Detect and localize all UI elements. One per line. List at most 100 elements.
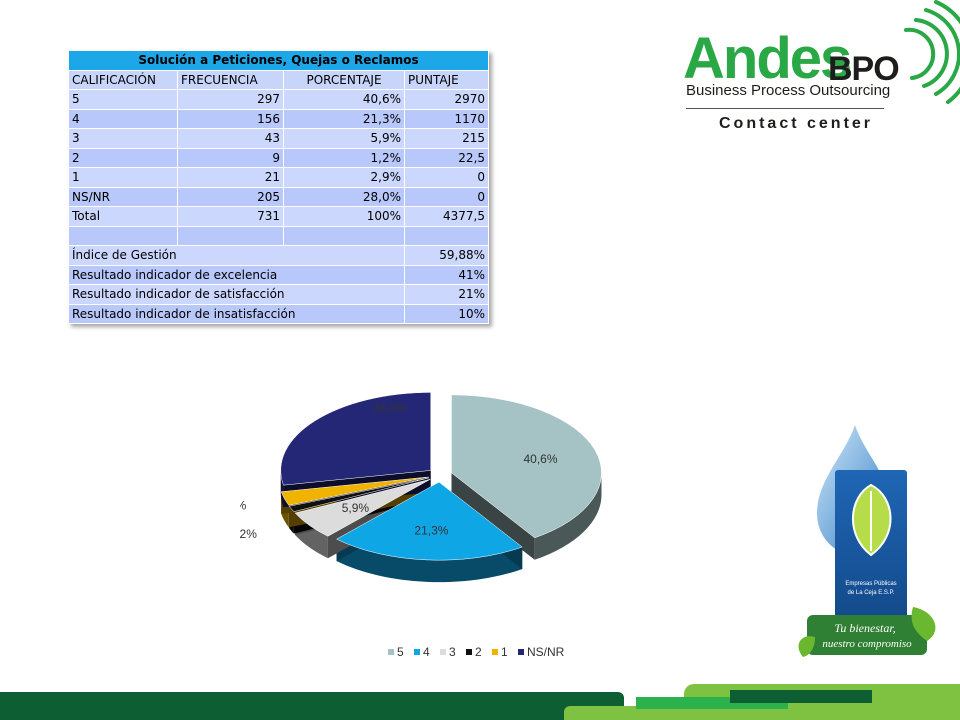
table-cell: 21 bbox=[177, 167, 284, 188]
legend-label: 4 bbox=[423, 645, 430, 659]
table-cell: 40,6% bbox=[283, 89, 405, 110]
pie-data-label: 2,9% bbox=[240, 498, 247, 512]
indicator-value: 59,88% bbox=[403, 245, 490, 266]
table-cell: 1170 bbox=[403, 108, 490, 129]
table-cell-empty bbox=[403, 225, 490, 246]
table-row: 2 9 1,2% 22,5 bbox=[68, 147, 490, 168]
table-cell: 9 bbox=[177, 147, 284, 168]
pie-data-label: 40,6% bbox=[523, 452, 557, 466]
legend-swatch bbox=[388, 649, 394, 655]
legend-label: 5 bbox=[397, 645, 404, 659]
table-cell: 22,5 bbox=[403, 147, 490, 168]
table-row: 1 21 2,9% 0 bbox=[68, 167, 490, 188]
table-cell: 1,2% bbox=[283, 147, 405, 168]
table-cell: 0 bbox=[403, 186, 490, 207]
pie-slice-1 bbox=[280, 476, 429, 506]
table-header-row: CALIFICACIÓN FRECUENCIA PORCENTAJE PUNTA… bbox=[68, 69, 490, 90]
table-row: 4 156 21,3% 1170 bbox=[68, 108, 490, 129]
pie-slice-wall-5 bbox=[451, 472, 535, 560]
footer-bar-light-2 bbox=[564, 706, 684, 720]
indicator-row: Resultado indicador de excelencia 41% bbox=[68, 264, 490, 285]
header-puntaje: PUNTAJE bbox=[403, 69, 490, 90]
indicator-row: Índice de Gestión 59,88% bbox=[68, 245, 490, 266]
table-cell: 3 bbox=[68, 128, 178, 149]
table-row: 5 297 40,6% 2970 bbox=[68, 89, 490, 110]
indicator-value: 21% bbox=[403, 284, 490, 305]
pie-slice-3 bbox=[294, 479, 431, 537]
table-cell: 2,9% bbox=[283, 167, 405, 188]
bpo-logo-text: BPO bbox=[828, 50, 900, 88]
table-row-blank bbox=[68, 225, 490, 246]
header-porcentaje: PORCENTAJE bbox=[283, 69, 405, 90]
signal-waves-icon bbox=[904, 0, 960, 104]
indicator-row: Resultado indicador de insatisfacción 10% bbox=[68, 303, 490, 324]
indicator-value: 10% bbox=[403, 303, 490, 324]
table-cell: 2970 bbox=[403, 89, 490, 110]
pie-slice-NS/NR bbox=[280, 392, 431, 486]
table-cell: Total bbox=[68, 206, 178, 227]
footer-bar-dark bbox=[0, 692, 624, 720]
indicator-label: Resultado indicador de insatisfacción bbox=[68, 303, 405, 324]
table-row: 3 43 5,9% 215 bbox=[68, 128, 490, 149]
pie-data-label: 28,0% bbox=[372, 401, 406, 415]
logo-tagline: Business Process Outsourcing bbox=[686, 82, 891, 99]
pie-data-label: 5,9% bbox=[342, 501, 370, 515]
svg-text:de La Ceja E.S.P.: de La Ceja E.S.P. bbox=[848, 590, 895, 596]
indicator-label: Resultado indicador de excelencia bbox=[68, 264, 405, 285]
pie-slice-side-4 bbox=[336, 539, 523, 583]
table-cell: 4 bbox=[68, 108, 178, 129]
legend-swatch bbox=[492, 649, 498, 655]
legend-swatch bbox=[518, 649, 524, 655]
pie-slice-5 bbox=[451, 394, 602, 539]
table-row: Total 731 100% 4377,5 bbox=[68, 206, 490, 227]
logo-divider bbox=[686, 108, 884, 109]
svg-text:Empresas Públicas: Empresas Públicas bbox=[845, 581, 896, 587]
pie-slice-4 bbox=[336, 481, 523, 561]
pie-data-label: 21,3% bbox=[414, 523, 448, 537]
table-cell: 43 bbox=[177, 128, 284, 149]
table-cell: 731 bbox=[177, 206, 284, 227]
table-cell: 5,9% bbox=[283, 128, 405, 149]
indicator-label: Índice de Gestión bbox=[68, 245, 405, 266]
indicator-label: Resultado indicador de satisfacción bbox=[68, 284, 405, 305]
table-cell: 5 bbox=[68, 89, 178, 110]
header-calificacion: CALIFICACIÓN bbox=[68, 69, 178, 90]
table-cell: 0 bbox=[403, 167, 490, 188]
table-cell: 205 bbox=[177, 186, 284, 207]
legend-label: 2 bbox=[475, 645, 482, 659]
table-cell: 1 bbox=[68, 167, 178, 188]
pie-chart: 40,6% 21,3% 5,9% 1,2% 2,9% 28,0% 5 4 3 2 1 NS/NR bbox=[240, 392, 602, 659]
table-cell: 297 bbox=[177, 89, 284, 110]
header-frecuencia: FRECUENCIA bbox=[177, 69, 284, 90]
svg-text:Tu bienestar,: Tu bienestar, bbox=[834, 621, 895, 635]
table-row: NS/NR 205 28,0% 0 bbox=[68, 186, 490, 207]
legend-swatch bbox=[466, 649, 472, 655]
table-cell: 2 bbox=[68, 147, 178, 168]
pie-slice-side-NS/NR bbox=[280, 470, 284, 508]
svg-text:nuestro compromiso: nuestro compromiso bbox=[822, 638, 912, 650]
table-cell: 28,0% bbox=[283, 186, 405, 207]
table-cell-empty bbox=[177, 225, 284, 246]
pie-data-label: 1,2% bbox=[240, 527, 257, 541]
indicator-row: Resultado indicador de satisfacción 21% bbox=[68, 284, 490, 305]
table-cell-empty bbox=[68, 225, 178, 246]
legend-label: NS/NR bbox=[527, 645, 565, 659]
logo-subline: Contact center bbox=[719, 115, 874, 132]
pie-slice-2 bbox=[288, 477, 430, 512]
pie-slice-side-5 bbox=[534, 472, 602, 560]
table-cell: 21,3% bbox=[283, 108, 405, 129]
indicator-value: 41% bbox=[403, 264, 490, 285]
footer-bar-accent-dark bbox=[730, 690, 872, 703]
table-title-row: Solución a Peticiones, Quejas o Reclamos bbox=[67, 50, 490, 71]
legend-label: 1 bbox=[501, 645, 508, 659]
table-cell: NS/NR bbox=[68, 186, 178, 207]
table-cell: 4377,5 bbox=[403, 206, 490, 227]
table-cell: 156 bbox=[177, 108, 284, 129]
table-cell: 215 bbox=[403, 128, 490, 149]
empresas-publicas-logo: Empresas Públicas de La Ceja E.S.P. Tu b… bbox=[798, 425, 936, 657]
table-cell: 100% bbox=[283, 206, 405, 227]
legend-label: 3 bbox=[449, 645, 456, 659]
andes-logo-text: Andes bbox=[683, 26, 852, 91]
legend-swatch bbox=[414, 649, 420, 655]
table-title: Solución a Peticiones, Quejas o Reclamos bbox=[67, 50, 490, 71]
